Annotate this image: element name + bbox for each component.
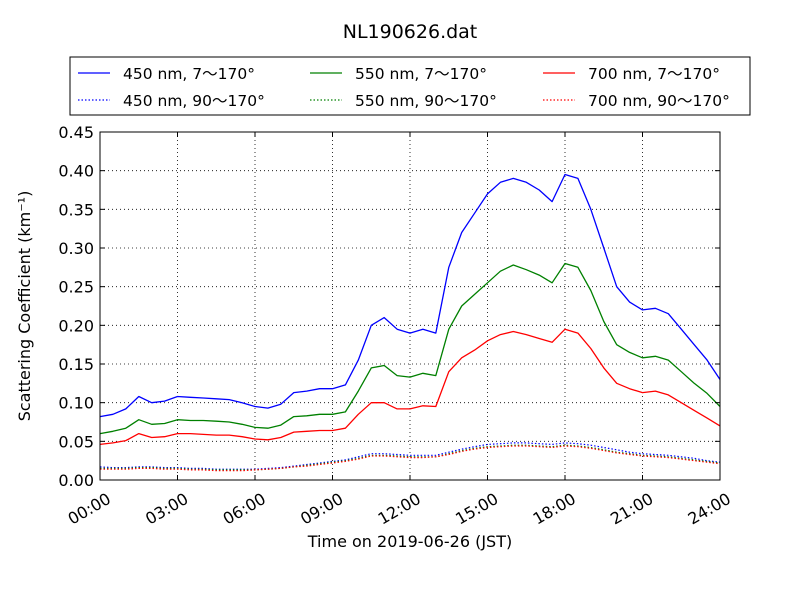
y-tick-label: 0.45 bbox=[58, 123, 94, 142]
chart-title: NL190626.dat bbox=[343, 21, 478, 43]
y-tick-label: 0.05 bbox=[58, 432, 94, 451]
y-tick-label: 0.30 bbox=[58, 239, 94, 258]
legend-label-550-nm-7-170: 550 nm, 7～170° bbox=[355, 65, 487, 83]
x-axis-label: Time on 2019-06-26 (JST) bbox=[307, 532, 512, 551]
series-line-450-nm-7-170 bbox=[99, 173, 721, 418]
series-line-700-nm-90-170 bbox=[100, 445, 721, 472]
y-tick-label: 0.35 bbox=[58, 200, 94, 219]
legend-label-700-nm-7-170: 700 nm, 7～170° bbox=[588, 65, 720, 83]
series-layer bbox=[99, 173, 721, 472]
legend-box bbox=[69, 56, 751, 116]
y-tick-label: 0.00 bbox=[58, 471, 94, 490]
legend-label-700-nm-90-170: 700 nm, 90～170° bbox=[588, 92, 730, 110]
series-line-550-nm-7-170 bbox=[99, 262, 721, 435]
y-axis-label: Scattering Coefficient (km⁻¹) bbox=[15, 191, 34, 422]
legend-label-450-nm-7-170: 450 nm, 7～170° bbox=[123, 65, 255, 83]
y-tick-label: 0.10 bbox=[58, 394, 94, 413]
legend-label-450-nm-90-170: 450 nm, 90～170° bbox=[123, 92, 265, 110]
legend: 450 nm, 7～170° 550 nm, 7～170° 700 nm, 7～17… bbox=[69, 56, 751, 116]
y-tick-label: 0.25 bbox=[58, 278, 94, 297]
y-tick-label: 0.15 bbox=[58, 355, 94, 374]
y-tick-label: 0.40 bbox=[58, 162, 94, 181]
series-line-700-nm-7-170 bbox=[99, 328, 721, 446]
y-tick-label: 0.20 bbox=[58, 316, 94, 335]
legend-label-550-nm-90-170: 550 nm, 90～170° bbox=[355, 92, 497, 110]
